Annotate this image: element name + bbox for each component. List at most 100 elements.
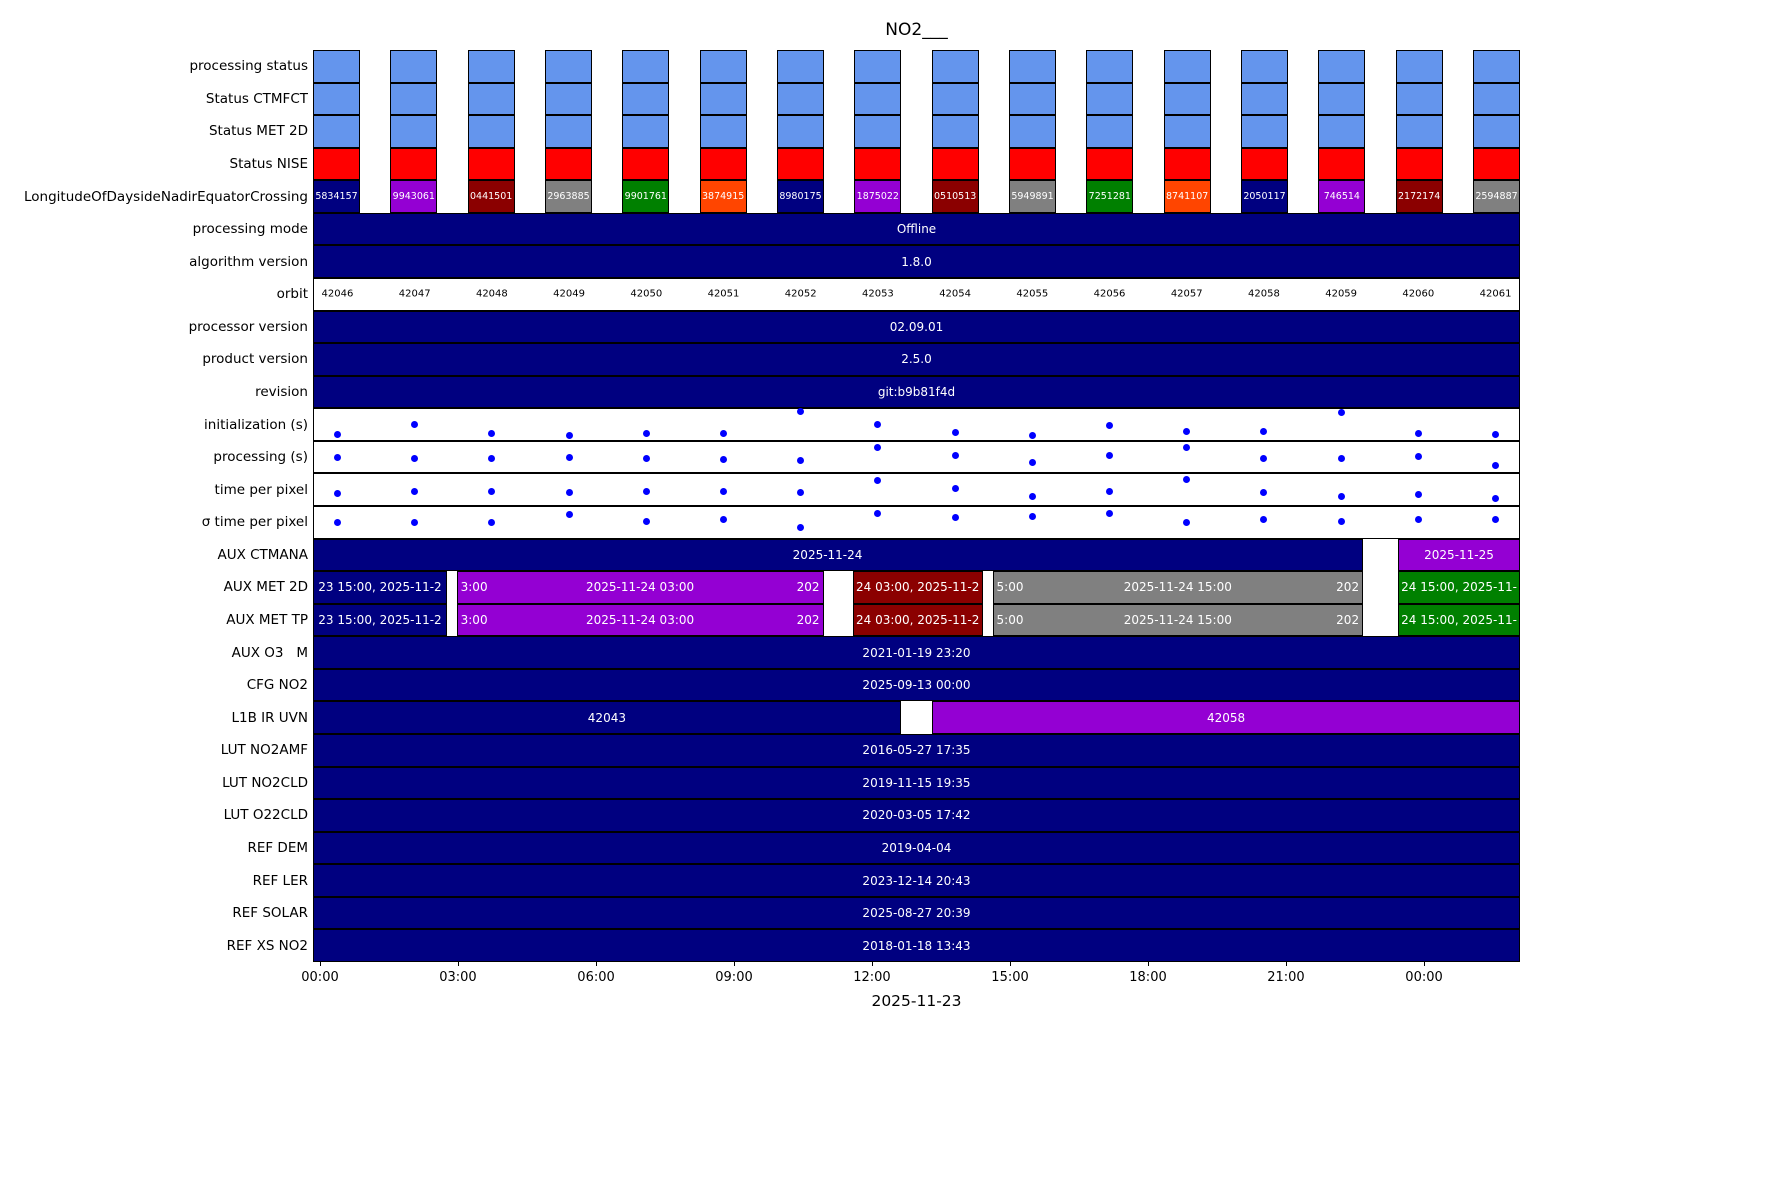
x-tick-label: 00:00 [1405,970,1443,985]
status-block [699,82,747,116]
scatter-point [1106,452,1114,460]
x-tick-mark [1010,962,1012,966]
row-label: Status CTMFCT [205,90,308,107]
scatter-point [333,453,341,461]
timeline-segment: 24 03:00, 2025-11-2 [852,571,983,604]
scatter-point [1183,518,1191,526]
row-label: Status MET 2D [208,123,308,140]
longitude-block: 9943061 [390,180,438,213]
status-block [467,50,515,83]
bar-value: 2025-09-13 00:00 [862,678,971,693]
scatter-point [333,518,341,526]
status-block [1318,82,1366,116]
longitude-block: 2050117 [1241,180,1288,213]
segment-value: 202 [1336,580,1360,595]
orbit-number: 42058 [1248,288,1280,300]
bar-value: Offline [896,222,937,237]
status-block [1241,82,1288,116]
row-label: processing mode [192,221,308,238]
longitude-block: 2594887 [1473,180,1520,213]
row-bar: 2016-05-27 17:35 [313,734,1520,767]
status-block [1241,115,1288,148]
bar-value: 2021-01-19 23:20 [862,645,971,660]
scatter-point [642,430,650,438]
scatter-point [1414,429,1422,437]
x-tick-mark [734,962,735,966]
status-block [699,147,747,181]
status-block [622,82,670,116]
x-tick-label: 09:00 [715,970,753,985]
status-block [1009,147,1056,181]
scatter-point [1337,455,1345,463]
scatter-point [1414,453,1422,460]
bar-value: 2019-11-15 19:35 [862,775,971,790]
status-block [1163,115,1211,148]
scatter-point [1414,516,1422,524]
status-block [1086,82,1134,116]
scatter-point [874,443,882,451]
scatter-point [565,511,573,519]
scatter-point [1492,516,1500,524]
row-bar: 2.5.0 [313,343,1520,376]
status-block [777,82,824,116]
segment-value: 5:00 [996,580,1024,595]
longitude-block: 746514 [1318,180,1366,213]
scatter-point [565,453,573,461]
x-tick-label: 06:00 [577,970,615,985]
x-tick-label: 00:00 [301,970,339,985]
longitude-block: 1875022 [854,180,902,213]
status-block [931,82,979,116]
row-scatter [313,440,1520,474]
bar-value: 2023-12-14 20:43 [862,873,971,888]
timeline-segment: 5:00 2025-11-24 15:00 202 [992,603,1364,637]
segment-value: 24 15:00, 2025-11- [1401,580,1517,595]
row-segments: 23 15:00, 2025-11-2 3:00 2025-11-24 03:00 2… [313,571,1520,604]
scatter-point [874,421,882,429]
row-label: processing (s) [213,449,308,466]
orbit-number: 42056 [1093,288,1126,300]
scatter-point [488,429,496,437]
x-tick-label: 15:00 [991,970,1029,985]
status-block [699,50,747,83]
status-block [1009,115,1056,148]
row-bar: 2023-12-14 20:43 [313,864,1520,897]
orbit-number: 42057 [1170,288,1203,300]
scatter-point [333,431,341,439]
status-block [699,115,747,148]
status-block [1163,50,1211,83]
scatter-point [1260,489,1268,497]
status-block [390,50,438,83]
scatter-point [951,484,959,492]
status-block [854,82,902,116]
bar-value: 02.09.01 [889,319,944,334]
status-block [545,82,592,116]
scatter-point [1106,509,1114,517]
status-block [854,115,902,148]
row-label: AUX MET 2D [223,579,308,596]
segment-value: 202 [796,612,820,627]
row-label: L1B IR UVN [231,709,308,726]
row-segments: 23 15:00, 2025-11-2 3:00 2025-11-24 03:00 2… [313,603,1520,637]
scatter-point [874,477,882,485]
scatter-point [411,421,419,429]
longitude-block: 3874915 [699,180,747,213]
x-tick-mark [1148,962,1149,966]
scatter-point [1028,512,1036,520]
scatter-point [1492,494,1500,502]
row-blocks [313,50,1520,83]
status-block [1163,82,1211,116]
scatter-point [1492,462,1500,470]
status-block [1473,147,1520,181]
status-block [622,115,670,148]
row-labels-column: processing status Status CTMFCT Status MET… [8,50,308,962]
status-block [313,82,360,116]
scatter-point [1260,516,1268,524]
bar-value: 2020-03-05 17:42 [862,808,971,823]
segment-value: 202 [796,580,820,595]
row-label: REF DEM [247,839,308,856]
status-block [390,115,438,148]
scatter-point [488,455,496,463]
status-block [545,50,592,83]
status-block [1163,147,1211,181]
row-blocks [313,147,1520,181]
